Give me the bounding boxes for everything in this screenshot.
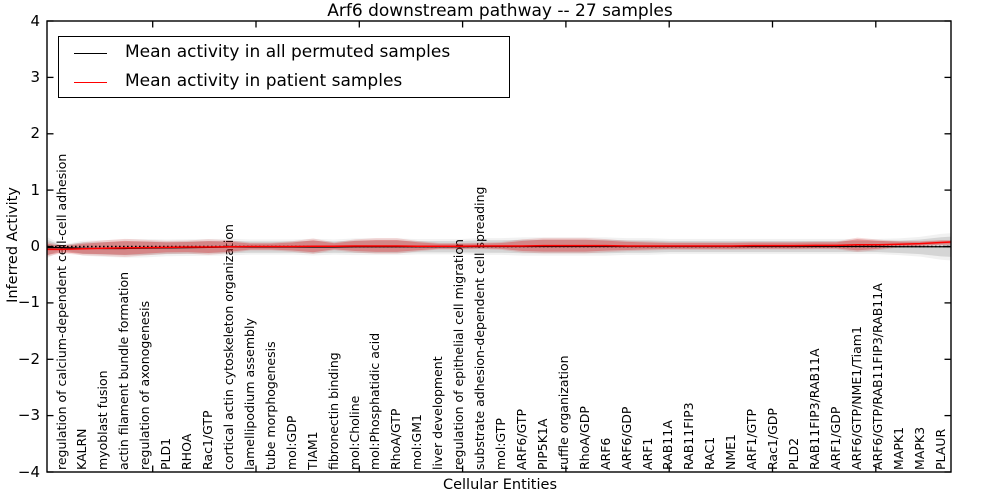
permuted-line-swatch xyxy=(74,53,107,54)
legend-item-patient: Mean activity in patient samples xyxy=(59,68,509,98)
legend-label: Mean activity in patient samples xyxy=(125,71,403,91)
chart-title: Arf6 downstream pathway -- 27 samples xyxy=(327,1,673,21)
y-tick-label: 4 xyxy=(30,11,40,30)
legend: Mean activity in all permuted samples Me… xyxy=(58,36,510,98)
y-tick-label: 2 xyxy=(30,124,40,143)
patient-mean-line xyxy=(47,241,952,251)
y-tick-label: −2 xyxy=(17,349,40,368)
legend-item-permuted: Mean activity in all permuted samples xyxy=(59,39,509,69)
y-tick-label: 0 xyxy=(30,237,40,255)
x-axis-label: Cellular Entities xyxy=(442,477,558,493)
y-tick-label: 3 xyxy=(30,67,40,86)
y-tick-label: −4 xyxy=(17,462,40,481)
patient-band-outer xyxy=(47,237,951,257)
y-tick-label: −1 xyxy=(17,293,40,312)
y-tick-label: −3 xyxy=(17,406,40,425)
patient-line-swatch xyxy=(74,82,107,83)
y-tick-label: 1 xyxy=(30,180,40,199)
legend-label: Mean activity in all permuted samples xyxy=(125,42,451,62)
